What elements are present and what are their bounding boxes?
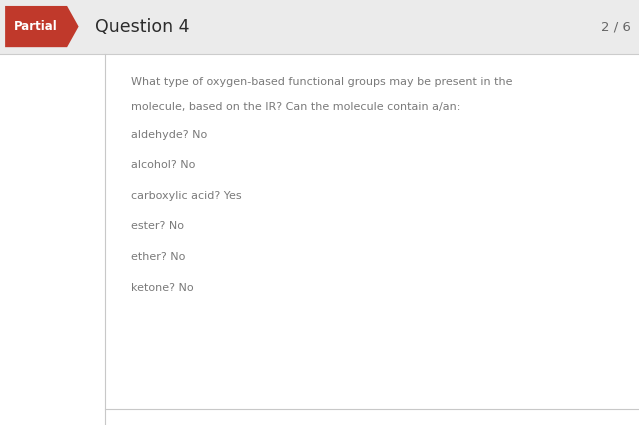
Text: Question 4: Question 4 xyxy=(95,18,189,36)
Text: ketone? No: ketone? No xyxy=(131,283,194,292)
FancyBboxPatch shape xyxy=(0,54,105,425)
Polygon shape xyxy=(5,6,79,47)
Text: alcohol? No: alcohol? No xyxy=(131,160,196,170)
FancyBboxPatch shape xyxy=(0,0,639,54)
Text: molecule, based on the IR? Can the molecule contain a/an:: molecule, based on the IR? Can the molec… xyxy=(131,102,460,112)
Text: What type of oxygen-based functional groups may be present in the: What type of oxygen-based functional gro… xyxy=(131,77,512,88)
FancyBboxPatch shape xyxy=(105,54,639,425)
Text: 2 / 6: 2 / 6 xyxy=(601,20,631,34)
Text: ester? No: ester? No xyxy=(131,221,184,231)
Text: carboxylic acid? Yes: carboxylic acid? Yes xyxy=(131,191,242,201)
Text: ether? No: ether? No xyxy=(131,252,185,262)
Text: Partial: Partial xyxy=(14,20,58,33)
Text: aldehyde? No: aldehyde? No xyxy=(131,130,207,139)
